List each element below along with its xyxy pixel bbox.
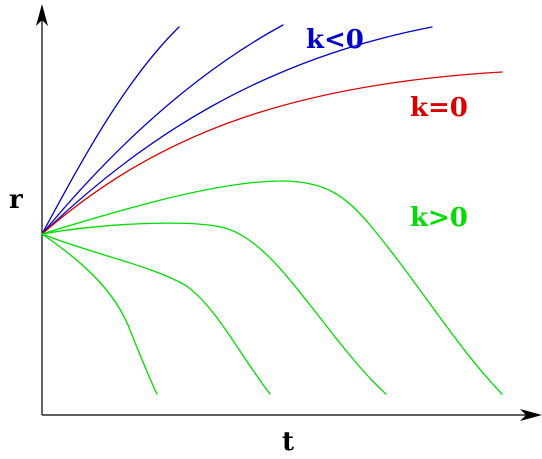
negative-curvature-curves — [41, 24, 433, 235]
label-k-zero: k=0 — [410, 93, 468, 123]
flat-curves — [41, 71, 503, 235]
label-k-positive: k>0 — [410, 203, 468, 233]
curve-positive-2 — [41, 233, 271, 395]
x-axis-arrow — [520, 409, 542, 421]
curve-negative-3 — [41, 26, 433, 235]
curve-negative-2 — [41, 24, 284, 235]
label-k-negative: k<0 — [306, 25, 364, 55]
curve-negative-1 — [41, 26, 180, 235]
x-axis-label: t — [282, 427, 294, 457]
curve-flat — [41, 71, 503, 235]
y-axis-label: r — [9, 185, 23, 215]
curve-positive-4 — [41, 180, 503, 395]
y-axis-arrow — [36, 4, 48, 26]
positive-curvature-curves — [41, 180, 503, 395]
curve-positive-3 — [41, 222, 387, 395]
axes — [36, 4, 542, 421]
curve-positive-1 — [41, 233, 158, 395]
